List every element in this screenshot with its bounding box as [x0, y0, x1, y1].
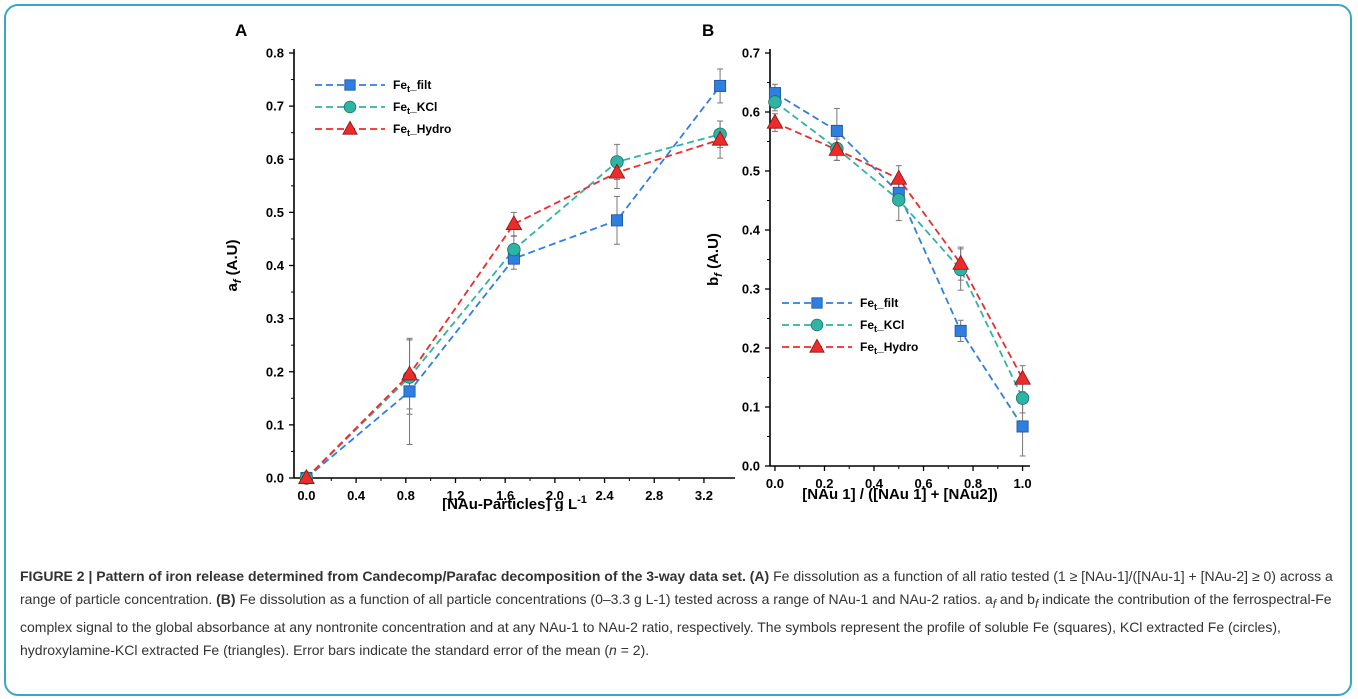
data-point-a-hydro [608, 163, 626, 179]
data-point-a-filt [714, 79, 727, 92]
y-axis-label-a: af (A.U) [224, 239, 244, 291]
data-point-b-filt [954, 324, 967, 337]
x-tick-label-b: 1.0 [1014, 476, 1032, 491]
x-tick-label-a: 1.6 [496, 488, 514, 503]
caption-title: FIGURE 2 | Pattern of iron release deter… [20, 568, 746, 584]
caption-text-b: Fe dissolution as a function of all part… [235, 591, 993, 607]
y-tick-label-b: 0.6 [742, 105, 760, 120]
y-tick-label-a: 0.7 [266, 99, 284, 114]
caption-label-a: (A) [749, 568, 770, 584]
x-tick-label-b: 0.6 [914, 476, 932, 491]
y-tick-label-a: 0.1 [266, 417, 284, 432]
legend-marker-a-kcl [343, 100, 357, 114]
x-tick-label-a: 2.0 [546, 488, 564, 503]
x-tick-label-a: 0.0 [297, 488, 315, 503]
data-point-a-filt [610, 214, 623, 227]
figure-frame [4, 4, 1352, 696]
x-tick-label-b: 0.2 [815, 476, 833, 491]
legend-marker-b-hydro [809, 338, 825, 353]
y-tick-label-a: 0.6 [266, 152, 284, 167]
data-point-b-filt [830, 124, 843, 137]
series-line-a-filt [305, 85, 721, 479]
x-tick-label-b: 0.0 [766, 476, 784, 491]
y-tick-label-b: 0.7 [742, 46, 760, 61]
data-point-a-kcl [507, 242, 521, 257]
x-tick-label-a: 3.2 [695, 488, 713, 503]
chart-panel-a: A 0.0 0.1 0.2 0.3 0.4 0.5 0.6 0.7 0.8 0.0 0.4 0.8 1.2… [224, 21, 735, 511]
series-line-a-hydro [305, 138, 721, 479]
legend-label-b-filt: Fet_filt [860, 296, 898, 312]
data-point-b-kcl [1015, 391, 1030, 405]
data-point-b-kcl [768, 95, 782, 109]
y-tick-label-b: 0.4 [742, 223, 761, 238]
y-tick-label-a: 0.2 [266, 364, 284, 379]
x-tick-label-a: 2.4 [596, 488, 615, 503]
legend-label-a-kcl: Fet_KCl [393, 100, 437, 116]
y-tick-label-a: 0.3 [266, 311, 284, 326]
chart-panel-b: B 0.0 0.1 0.2 0.3 0.4 0.5 0.6 0.7 0.0 0.2 0.4 0.6 0.8… [702, 21, 1032, 503]
caption-n-rest: = 2). [616, 641, 650, 658]
caption-and-b: and b [996, 591, 1035, 607]
data-point-b-hydro [952, 254, 970, 270]
y-tick-label-b: 0.3 [742, 282, 760, 297]
figure-caption: FIGURE 2 | Pattern of iron release deter… [20, 565, 1342, 662]
x-tick-label-a: 2.8 [645, 488, 663, 503]
caption-n-var: n [609, 641, 617, 658]
y-tick-label-b: 0.1 [742, 400, 760, 415]
caption-text-a: Fe dissolution as a function of all rati… [20, 568, 1333, 607]
caption-rest: indicate the contribution of the ferrosp… [20, 591, 1332, 658]
y-axis-label-b: bf (A.U) [705, 233, 725, 286]
legend-label-b-hydro: Fet_Hydro [860, 340, 918, 356]
x-tick-label-a: 1.2 [446, 488, 464, 503]
x-axis-label-a: [NAu-Particles] g L-1 [442, 494, 587, 511]
data-point-b-kcl [892, 193, 906, 207]
legend-marker-b-kcl [810, 318, 824, 332]
caption-sub-f2: f [1034, 597, 1039, 611]
x-axis-label-b: [NAu 1] / ([NAu 1] + [NAu2]) [802, 486, 997, 503]
y-tick-label-b: 0.2 [742, 341, 760, 356]
panel-b-letter: B [702, 21, 714, 40]
data-point-a-filt [403, 385, 416, 398]
legend-label-a-filt: Fet_filt [393, 78, 431, 94]
x-tick-label-a: 0.8 [397, 488, 415, 503]
x-tick-label-b: 0.8 [964, 476, 982, 491]
y-tick-label-a: 0.8 [266, 46, 284, 61]
caption-label-b: (B) [216, 591, 236, 607]
caption-sub-f1: f [992, 597, 997, 611]
data-point-b-hydro [766, 113, 784, 129]
data-point-b-hydro [828, 140, 846, 156]
x-tick-label-b: 0.4 [865, 476, 884, 491]
y-tick-label-a: 0.0 [266, 471, 284, 486]
data-point-b-filt [1016, 420, 1029, 433]
legend-label-b-kcl: Fet_KCl [860, 318, 904, 334]
series-line-b-filt [774, 92, 1024, 427]
data-point-a-hydro [401, 365, 418, 381]
y-tick-label-a: 0.4 [266, 258, 285, 273]
y-tick-label-a: 0.5 [266, 205, 284, 220]
legend-label-a-hydro: Fet_Hydro [393, 122, 451, 138]
panel-a-letter: A [235, 21, 247, 40]
data-point-a-hydro [711, 130, 729, 146]
x-tick-label-a: 0.4 [347, 488, 366, 503]
y-tick-label-b: 0.0 [742, 459, 760, 474]
legend-marker-a-filt [344, 79, 356, 91]
data-point-b-hydro [890, 169, 908, 185]
data-point-a-hydro [298, 468, 315, 484]
y-tick-label-b: 0.5 [742, 164, 760, 179]
data-point-b-hydro [1014, 369, 1031, 385]
legend-marker-a-hydro [342, 120, 358, 135]
legend-marker-b-filt [811, 297, 823, 309]
data-point-a-hydro [505, 214, 523, 231]
